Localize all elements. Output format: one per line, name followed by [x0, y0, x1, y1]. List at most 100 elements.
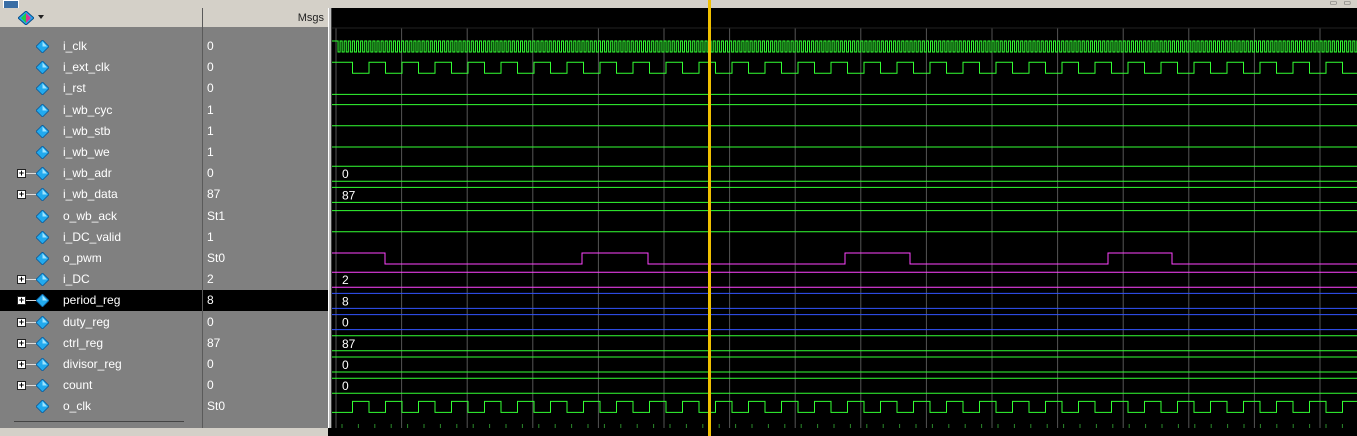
signal-value-cell: St1 [203, 206, 328, 227]
signal-row[interactable]: + count 0 [0, 375, 328, 396]
signal-value: 2 [207, 272, 214, 287]
signal-name: i_wb_stb [63, 123, 111, 138]
signal-trace [332, 252, 1357, 265]
diamond-signal-icon [36, 167, 49, 181]
diamond-signal-icon [36, 273, 49, 287]
signal-name: i_DC_valid [63, 229, 122, 244]
signal-value: 0 [207, 81, 214, 96]
signal-value-pane [202, 8, 329, 428]
plus-box-icon[interactable]: + [17, 295, 26, 306]
signal-row[interactable]: o_clk St0 [0, 396, 328, 417]
signal-name-cell[interactable]: + ctrl_reg [0, 333, 202, 354]
signal-row[interactable]: + i_wb_data 87 [0, 184, 328, 205]
plus-box-icon[interactable]: + [17, 189, 26, 200]
signal-name: i_wb_we [63, 145, 110, 159]
signal-value-cell: 0 [203, 375, 328, 396]
signal-trace [332, 40, 1357, 53]
signal-name-cell[interactable]: i_rst [0, 78, 202, 99]
signal-value-cell: 2 [203, 269, 328, 290]
chevron-down-icon[interactable] [38, 15, 44, 19]
bus-value-label: 0 [342, 167, 349, 181]
plus-box-icon[interactable]: + [17, 380, 26, 391]
signal-name-cell[interactable]: o_wb_ack [0, 206, 202, 227]
signal-row[interactable]: + duty_reg 0 [0, 312, 328, 333]
signal-value-cell: 87 [203, 333, 328, 354]
signal-name-cell[interactable]: i_ext_clk [0, 57, 202, 78]
signal-value: St1 [207, 208, 226, 223]
signal-name: divisor_reg [63, 357, 122, 371]
plus-box-icon[interactable]: + [17, 168, 26, 179]
signal-name-cell[interactable]: + duty_reg [0, 312, 202, 333]
diamond-signal-icon [36, 124, 49, 138]
tree-line [26, 173, 36, 175]
signal-value-cell: 0 [203, 312, 328, 333]
signal-row[interactable]: i_clk 0 [0, 36, 328, 57]
plus-box-icon[interactable]: + [17, 274, 26, 285]
signal-row[interactable]: o_wb_ack St1 [0, 206, 328, 227]
window-controls-icon[interactable]: ▭ ▭ [1329, 0, 1353, 7]
signal-row[interactable]: + i_wb_adr 0 [0, 163, 328, 184]
signal-name: i_ext_clk [63, 60, 110, 75]
plus-box-icon[interactable]: + [17, 359, 26, 369]
signal-name-cell[interactable]: + period_reg [0, 290, 202, 312]
signal-name: o_clk [63, 399, 92, 414]
tree-line [26, 342, 36, 344]
diamond-signal-icon [36, 61, 49, 75]
signal-value-cell: 0 [203, 36, 328, 57]
bus-value-label: 8 [342, 294, 349, 308]
signal-name-cell[interactable]: i_wb_stb [0, 121, 202, 142]
diamond-signal-icon [36, 188, 49, 202]
diamond-signal-icon [36, 336, 49, 350]
signal-name-cell[interactable]: + i_wb_adr [0, 163, 202, 184]
signal-name-cell[interactable]: + i_DC [0, 269, 202, 290]
pane-splitter[interactable] [328, 8, 332, 428]
signal-name-cell[interactable]: + count [0, 375, 202, 396]
waveform-canvas[interactable]: 0 87 2 8 0 87 0 0 [332, 8, 1357, 428]
msgs-header: Msgs [203, 8, 328, 28]
signal-value-cell: St0 [203, 396, 328, 417]
signal-row[interactable]: i_wb_cyc 1 [0, 100, 328, 121]
signal-row[interactable]: i_wb_stb 1 [0, 121, 328, 142]
signal-row[interactable]: i_DC_valid 1 [0, 227, 328, 248]
signal-name-cell[interactable]: i_wb_we [0, 142, 202, 163]
signal-name-cell[interactable]: i_clk [0, 36, 202, 57]
signal-value: 8 [207, 293, 214, 308]
signal-name-cell[interactable]: o_clk [0, 396, 202, 417]
signal-trace [332, 61, 1357, 74]
tree-line [26, 364, 36, 365]
signal-value: 0 [207, 314, 214, 329]
signal-row[interactable]: + period_reg 8 [0, 290, 328, 312]
signal-value: 0 [207, 357, 214, 371]
signal-name-cell[interactable]: o_pwm [0, 248, 202, 269]
signal-value: 1 [207, 102, 214, 117]
wave-format-icon[interactable] [18, 11, 34, 25]
diamond-signal-icon [36, 40, 49, 53]
signal-value-cell: St0 [203, 248, 328, 269]
signal-row[interactable]: i_wb_we 1 [0, 142, 328, 163]
signal-name-cell[interactable]: + i_wb_data [0, 184, 202, 205]
signal-value: 0 [207, 60, 214, 75]
diamond-signal-icon [36, 82, 49, 96]
signal-row[interactable]: i_rst 0 [0, 78, 328, 99]
signal-row[interactable]: + divisor_reg 0 [0, 354, 328, 375]
diamond-signal-icon [36, 230, 49, 244]
signal-name-cell[interactable]: + divisor_reg [0, 354, 202, 375]
plus-box-icon[interactable]: + [17, 337, 26, 348]
signal-value-cell: 1 [203, 121, 328, 142]
signal-name: i_DC [63, 272, 90, 287]
time-cursor[interactable] [708, 0, 711, 436]
signal-row[interactable]: o_pwm St0 [0, 248, 328, 269]
signal-name-cell[interactable]: i_DC_valid [0, 227, 202, 248]
signal-value: 0 [207, 378, 214, 393]
signal-value: 1 [207, 123, 214, 138]
signal-value: 0 [207, 166, 214, 181]
tree-line [26, 385, 36, 387]
signal-name-cell[interactable]: i_wb_cyc [0, 100, 202, 121]
plus-box-icon[interactable]: + [17, 316, 26, 327]
signal-name: i_wb_cyc [63, 102, 113, 117]
signal-value: 87 [207, 187, 221, 202]
signal-row[interactable]: + ctrl_reg 87 [0, 333, 328, 354]
signal-row[interactable]: i_ext_clk 0 [0, 57, 328, 78]
signal-row[interactable]: + i_DC 2 [0, 269, 328, 290]
signal-value-cell: 0 [203, 354, 328, 375]
